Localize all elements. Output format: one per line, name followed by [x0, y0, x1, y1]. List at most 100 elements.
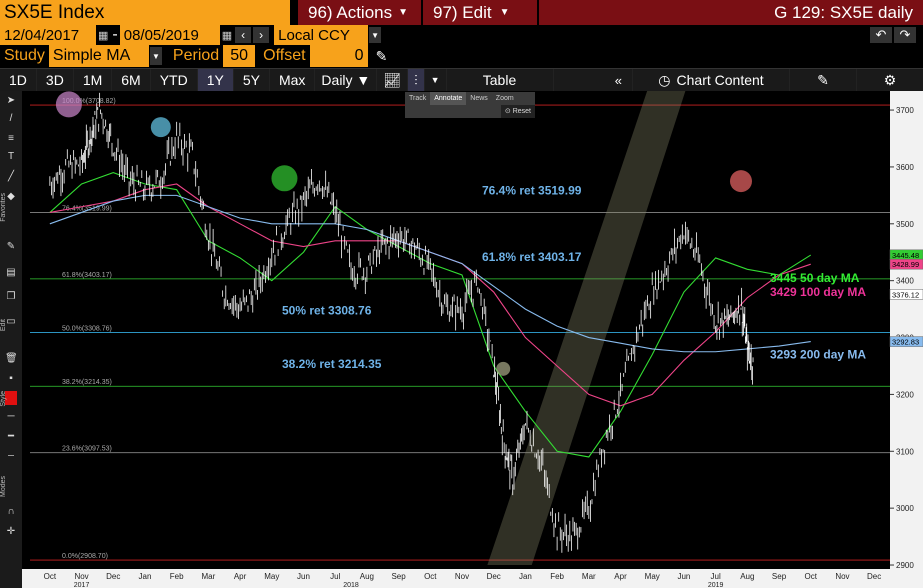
- period-input[interactable]: 50: [223, 45, 256, 67]
- table-button[interactable]: Table: [447, 69, 554, 91]
- x-tick-label: Oct: [44, 572, 57, 581]
- edit-chart-icon[interactable]: ✎: [790, 69, 857, 91]
- prev-arrow-icon[interactable]: ‹: [235, 27, 252, 43]
- x-year-label: 2019: [708, 582, 724, 588]
- copy-icon[interactable]: ❐: [6, 291, 16, 302]
- highlight-circle: [496, 361, 511, 376]
- axis-badge: [889, 336, 923, 347]
- mode-news[interactable]: News: [470, 95, 488, 102]
- dropdown-arrow-icon[interactable]: ▼: [369, 27, 382, 43]
- reset-button[interactable]: ⊙ Reset: [500, 105, 535, 118]
- axis-badge: [889, 289, 923, 300]
- x-tick-label: Apr: [234, 572, 247, 581]
- layers-icon[interactable]: ▤: [6, 267, 16, 278]
- dropdown-arrow-icon[interactable]: ▼: [149, 47, 162, 65]
- x-tick-label: Mar: [582, 572, 596, 581]
- period-tab-6m[interactable]: 6M: [112, 69, 151, 91]
- study-select[interactable]: Simple MA: [48, 45, 149, 67]
- edit-menu-button[interactable]: 97) Edit ▼: [423, 0, 537, 25]
- lock-icon[interactable]: ▭: [6, 316, 16, 327]
- delete-icon[interactable]: 🗑︎: [5, 353, 18, 364]
- x-tick-label: Jun: [677, 572, 690, 581]
- color-swatch[interactable]: [5, 391, 17, 405]
- x-tick-label: May: [264, 572, 279, 581]
- period-tab-1y[interactable]: 1Y: [197, 69, 234, 91]
- pencil-icon[interactable]: ✎: [375, 47, 388, 64]
- brush-icon[interactable]: ╱: [7, 171, 15, 182]
- magnet-icon[interactable]: ∩: [7, 506, 15, 517]
- x-tick-label: Nov: [74, 572, 88, 581]
- mode-zoom[interactable]: Zoom: [495, 95, 514, 102]
- fib-level-label: 50.0%(3308.76): [62, 326, 112, 333]
- period-tab-1d[interactable]: 1D: [0, 69, 37, 91]
- fib-callout: 50% ret 3308.76: [282, 304, 372, 318]
- x-tick-label: Sep: [391, 572, 406, 581]
- highlight-circle: [55, 91, 82, 118]
- axis-badge-label: 3428.99: [892, 260, 919, 269]
- pen-icon[interactable]: ✎: [6, 241, 16, 252]
- redo-icon[interactable]: ↷: [894, 27, 916, 43]
- y-tick-label: 3400: [896, 277, 914, 286]
- y-tick-label: 2900: [896, 561, 914, 570]
- y-tick-label: 3000: [896, 504, 914, 513]
- offset-input[interactable]: 0: [309, 45, 368, 67]
- modes-label: Modes: [0, 476, 7, 498]
- period-tab-1m[interactable]: 1M: [74, 69, 113, 91]
- fib-level-label: 61.8%(3403.17): [62, 272, 112, 279]
- end-date-field[interactable]: 08/05/2019: [119, 25, 220, 45]
- crosshair-icon[interactable]: ✛: [6, 526, 16, 537]
- x-tick-label: Mar: [201, 572, 215, 581]
- y-tick-label: 3600: [896, 163, 914, 172]
- frequency-select[interactable]: Daily ▼: [315, 69, 378, 91]
- ticker-field[interactable]: SX5E Index: [0, 0, 290, 25]
- x-tick-label: Dec: [867, 572, 881, 581]
- x-tick-label: Jan: [139, 572, 152, 581]
- fib-tool-icon[interactable]: ≡: [8, 133, 14, 144]
- cursor-icon[interactable]: ➤: [6, 95, 16, 106]
- style-label: Style: [0, 391, 7, 407]
- mode-annotate[interactable]: Annotate: [430, 92, 467, 105]
- x-tick-label: Aug: [740, 572, 754, 581]
- line-chart-icon[interactable]: 📈︎: [377, 69, 409, 91]
- chart-content-label: Chart Content: [676, 72, 764, 88]
- actions-label: 96) Actions: [308, 2, 393, 22]
- calendar-icon[interactable]: ▦: [98, 29, 109, 42]
- line-style-icon[interactable]: ─: [7, 411, 15, 422]
- marker-icon[interactable]: ◆: [7, 191, 15, 202]
- x-tick-label: Jun: [297, 572, 310, 581]
- chart-type-dropdown-icon[interactable]: ▼: [425, 69, 447, 91]
- line-width-icon[interactable]: ━: [7, 431, 15, 442]
- mode-track[interactable]: Track: [409, 95, 427, 102]
- period-tab-max[interactable]: Max: [270, 69, 316, 91]
- color-picker-icon[interactable]: ▪: [9, 373, 13, 384]
- start-date-text: 12/04/2017: [4, 26, 80, 44]
- header-bar: SX5E Index 96) Actions ▼ 97) Edit ▼ G 12…: [0, 0, 923, 25]
- undo-icon[interactable]: ↶: [870, 27, 892, 43]
- x-year-label: 2017: [74, 582, 90, 588]
- fib-callout: 38.2% ret 3214.35: [282, 357, 382, 371]
- ma-label: 3429 100 day MA: [770, 285, 866, 299]
- candlestick-icon[interactable]: ⫶: [408, 69, 425, 91]
- period-tab-5y[interactable]: 5Y: [234, 69, 270, 91]
- calendar-icon[interactable]: ▦: [221, 29, 233, 42]
- collapse-icon[interactable]: «: [605, 69, 633, 91]
- period-tab-3d[interactable]: 3D: [37, 69, 74, 91]
- price-chart[interactable]: 290030003100320033003400350036003700OctN…: [22, 91, 923, 588]
- plot-background: [22, 91, 923, 588]
- x-year-label: 2018: [343, 582, 359, 588]
- chart-toolbar: 1D 3D 1M 6M YTD 1Y 5Y Max Daily ▼ 📈︎ ⫶ ▼ Table …: [0, 68, 923, 92]
- chart-content-button[interactable]: ◷ Chart Content: [633, 69, 790, 91]
- actions-menu-button[interactable]: 96) Actions ▼: [298, 0, 421, 25]
- axis-badge-label: 3292.83: [892, 338, 919, 347]
- study-label: Study: [4, 47, 45, 64]
- currency-select[interactable]: Local CCY: [274, 25, 369, 45]
- text-tool-icon[interactable]: T: [7, 151, 15, 162]
- highlight-circle: [271, 165, 298, 192]
- next-arrow-icon[interactable]: ›: [253, 27, 270, 43]
- x-tick-label: Oct: [424, 572, 437, 581]
- dash-style-icon[interactable]: ┄: [7, 451, 15, 462]
- gear-icon[interactable]: ⚙: [883, 71, 897, 88]
- line-tool-icon[interactable]: /: [9, 113, 13, 124]
- start-date-field[interactable]: 12/04/2017: [0, 25, 96, 45]
- period-tab-ytd[interactable]: YTD: [151, 69, 198, 91]
